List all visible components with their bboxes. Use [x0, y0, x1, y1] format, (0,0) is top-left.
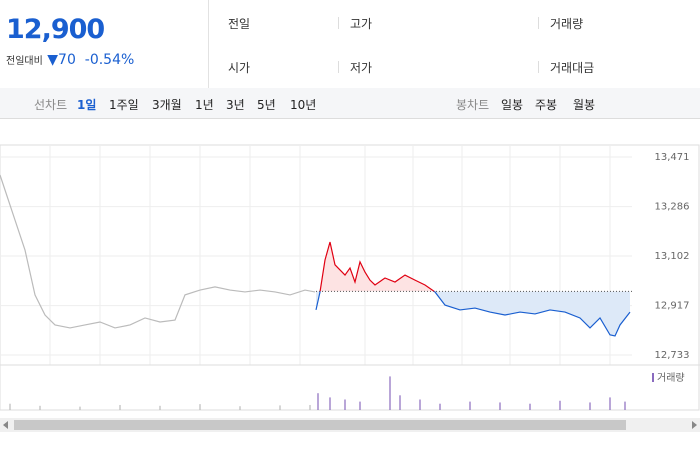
price-line-up — [319, 241, 436, 292]
scroll-thumb[interactable] — [14, 420, 626, 430]
period-tab[interactable]: 10년 — [290, 98, 317, 112]
volume-bar — [469, 401, 471, 410]
stat: 시가12,930 — [228, 59, 250, 76]
volume-bar — [559, 400, 561, 410]
price: 12,900 — [6, 14, 105, 45]
stat-label: 전일 — [228, 17, 251, 31]
volume-bar — [624, 401, 626, 410]
change-value: ▼70 — [47, 52, 76, 68]
line-chart-label: 선차트 — [34, 98, 68, 112]
area-up — [316, 242, 630, 292]
separator — [338, 61, 339, 73]
volume-bar — [589, 402, 591, 410]
candle-tab[interactable]: 월봉 — [573, 98, 596, 112]
price-box: 12,900 전일대비 ▼70 -0.54% — [0, 0, 209, 88]
stat-label: 거래량 — [550, 17, 584, 31]
toolbar: 선차트 1일 1주일 3개월 1년 3년 5년 10년 봉차트 일봉 주봉 월봉 — [0, 88, 700, 119]
volume-bar — [279, 405, 281, 410]
volume-bar — [239, 406, 241, 410]
volume-bar — [529, 403, 531, 410]
volume-bar — [199, 404, 201, 410]
volume-bar — [399, 395, 401, 410]
change-label: 전일대비 — [6, 56, 43, 67]
volume-bar — [359, 401, 361, 410]
y-tick-label: 12,917 — [655, 301, 690, 312]
plot-frame — [0, 144, 700, 411]
y-tick-label: 12,733 — [655, 350, 690, 361]
stat-label: 거래대금 — [550, 61, 595, 75]
stat: 저가12,800 (하한가 9,030) — [350, 59, 372, 76]
legend-swatch — [652, 373, 654, 382]
change: 전일대비 ▼70 -0.54% — [6, 52, 134, 68]
candle-tab[interactable]: 주봉 — [535, 98, 558, 112]
scroll-right[interactable] — [692, 421, 697, 429]
stat: 고가13,170 (상한가 16,770) — [350, 15, 372, 32]
volume-bar — [159, 405, 161, 410]
period-tab[interactable]: 1주일 — [109, 98, 139, 112]
volume-bar — [344, 399, 346, 410]
separator — [338, 17, 339, 29]
volume-bar — [439, 403, 441, 410]
change-pct: -0.54% — [84, 52, 135, 68]
stat: 거래대금3,502 백만 — [550, 59, 594, 76]
volume-bar — [389, 376, 391, 410]
volume-bar — [9, 403, 11, 410]
chart: 13,471 13,286 13,102 12,917 12,733 거래량 — [0, 144, 700, 432]
volume-bar — [79, 406, 81, 410]
stat: 전일12,970 — [228, 15, 250, 32]
y-tick-label: 13,286 — [655, 202, 690, 213]
volume-bar — [329, 397, 331, 410]
volume-bar — [499, 402, 501, 410]
stat: 거래량270,080 — [550, 15, 583, 32]
stat-label: 저가 — [350, 61, 373, 75]
volume-bar — [39, 405, 41, 410]
period-tab[interactable]: 1일 — [77, 98, 97, 112]
volume-bar — [119, 404, 121, 410]
separator — [538, 61, 539, 73]
volume-bar — [317, 393, 319, 410]
area-down — [316, 291, 630, 336]
price-line-down — [315, 291, 631, 337]
period-tab[interactable]: 3개월 — [152, 98, 182, 112]
period-tab[interactable]: 1년 — [195, 98, 214, 112]
y-tick-label: 13,471 — [655, 152, 690, 163]
y-tick-label: 13,102 — [655, 251, 690, 262]
volume-bar — [309, 404, 311, 410]
prev-line — [0, 174, 316, 329]
volume-bar — [609, 397, 611, 410]
separator — [538, 17, 539, 29]
stat-label: 고가 — [350, 17, 373, 31]
scroll-left[interactable] — [3, 421, 8, 429]
period-tab[interactable]: 3년 — [226, 98, 245, 112]
candle-chart-label: 봉차트 — [456, 98, 490, 112]
period-tab[interactable]: 5년 — [257, 98, 276, 112]
volume-legend: 거래량 — [657, 372, 685, 384]
volume-bar — [419, 399, 421, 410]
quote-header: 12,900 전일대비 ▼70 -0.54% 전일12,970 고가13,170 … — [0, 0, 700, 89]
stat-label: 시가 — [228, 61, 251, 75]
candle-tab[interactable]: 일봉 — [501, 98, 524, 112]
